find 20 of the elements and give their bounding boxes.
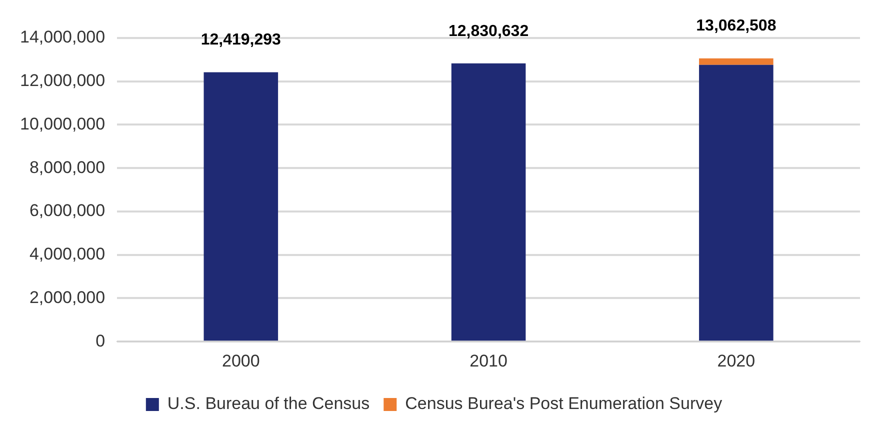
total-label: 12,419,293 <box>200 32 282 49</box>
bar <box>699 64 774 341</box>
y-tick-label: 8,000,000 <box>29 158 106 177</box>
bar <box>204 72 278 341</box>
bar <box>699 58 774 65</box>
y-tick-label: 10,000,000 <box>20 114 106 134</box>
y-tick-label: 4,000,000 <box>29 244 106 264</box>
total-label: 13,062,508 <box>696 18 776 35</box>
y-tick-label: 0 <box>96 331 106 350</box>
x-tick-label: 2000 <box>222 351 260 370</box>
legend-label: U.S. Bureau of the Census <box>167 394 370 414</box>
y-tick-label: 2,000,000 <box>29 288 106 307</box>
y-tick-label: 6,000,000 <box>29 201 106 220</box>
legend-label: Census Burea's Post Enumeration Survey <box>405 394 723 414</box>
y-tick-label: 12,000,000 <box>20 71 106 90</box>
bar <box>451 63 526 341</box>
y-tick-label: 14,000,000 <box>20 28 106 47</box>
x-tick-label: 2020 <box>717 351 756 370</box>
total-label: 12,830,632 <box>448 22 529 40</box>
x-tick-label: 2010 <box>470 351 508 370</box>
